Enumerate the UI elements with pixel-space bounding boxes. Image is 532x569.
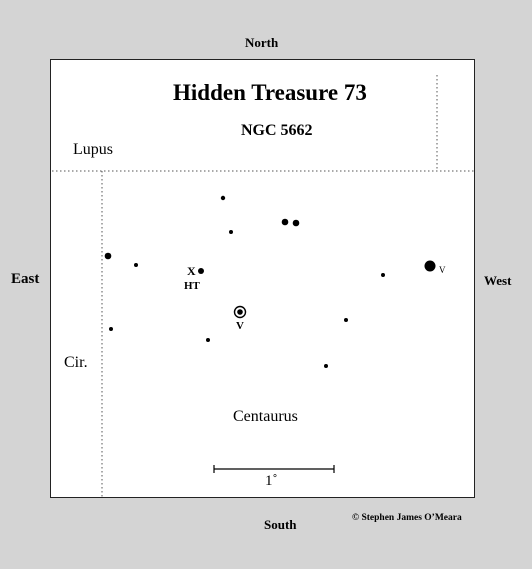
constellation-label-centaurus: Centaurus [233,408,298,425]
chart-title: Hidden Treasure 73 [173,80,367,105]
north-label: North [245,35,279,50]
scale-label: 1˚ [265,473,278,489]
star [292,219,300,227]
chart-subtitle: NGC 5662 [241,122,313,139]
east-label: East [11,271,40,287]
variable-star-ring [233,305,247,319]
target-marker: X [187,264,196,278]
star [220,195,226,201]
star [104,252,112,260]
star [134,263,138,267]
west-label: West [484,273,512,288]
star [206,338,210,342]
constellation-label-lupus: Lupus [73,141,113,158]
star [198,268,204,274]
star [229,230,233,234]
star-chart-frame [50,59,475,498]
variable-star-label-small: V [439,265,446,275]
copyright-credit: © Stephen James O’Meara [352,513,462,523]
star [109,327,113,331]
variable-star-label: V [236,320,244,332]
constellation-label-circinus: Cir. [64,354,88,371]
variable-star-core [237,309,243,315]
star [381,273,385,277]
star [281,218,289,226]
variable-star-bright [424,260,436,272]
star [344,318,348,322]
south-label: South [264,517,297,532]
star [324,364,328,368]
target-label: HT [184,280,200,292]
